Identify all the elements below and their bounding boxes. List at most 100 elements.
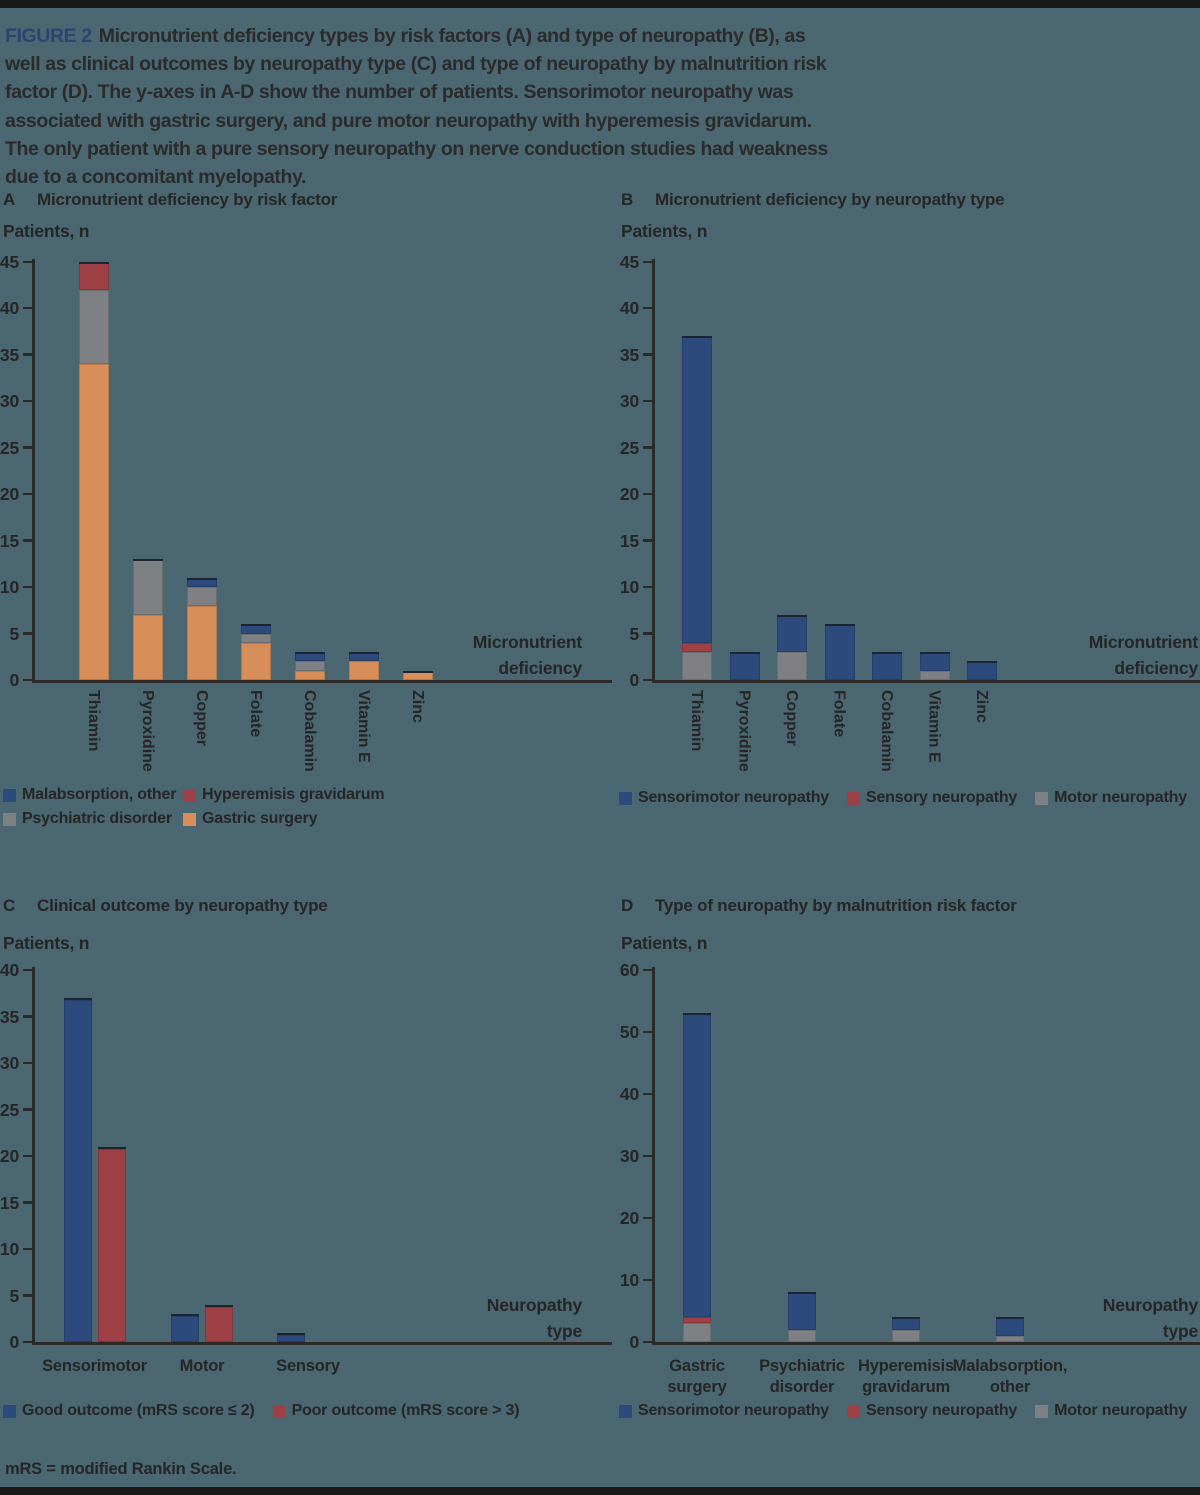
bar-segment-motor-neuropathy	[682, 652, 712, 680]
y-axis-tick	[23, 260, 32, 263]
panel-b-plot: 0 5 10 15 20 25 30 35 40 45 Thiamin Pyroxidine Coppe…	[620, 252, 1200, 772]
y-axis-tick	[23, 1061, 32, 1064]
panel-a-plot: 0 5 10 15 20 25 30 35 40 45 Thiamin Pyroxidine Coppe…	[0, 252, 612, 772]
x-axis-title-line: type	[1162, 1321, 1198, 1341]
y-axis-tick	[643, 306, 652, 310]
bar-segment-sensorimotor-neuropathy	[996, 1317, 1024, 1336]
bar-top-edge	[919, 652, 950, 655]
bar-segment-psychiatric-disorder	[295, 661, 325, 671]
y-axis-tick	[643, 1278, 652, 1281]
legend-item: Psychiatric disorder	[3, 810, 183, 828]
legend-label: Motor neuropathy	[1054, 789, 1187, 806]
x-category-label: Copper	[783, 690, 800, 746]
legend-swatch	[183, 812, 196, 826]
bar-good-outcome-mrs-score-2-	[63, 997, 92, 1342]
bar-segment-gastric-surgery	[295, 670, 325, 680]
y-axis-tick	[23, 353, 32, 356]
y-axis-tick-label: 45	[0, 252, 19, 272]
legend-label: Motor neuropathy	[1054, 1402, 1187, 1419]
legend-swatch	[3, 1404, 16, 1418]
x-axis-title-line: Neuropathy	[486, 1295, 582, 1315]
y-axis-tick	[23, 399, 32, 403]
panel-c-letter: C	[3, 896, 16, 915]
legend-swatch	[1035, 1404, 1049, 1418]
panel-d-legend: Sensorimotor neuropathy Sensory neuropath…	[619, 1402, 1187, 1420]
bar-segment-gastric-surgery	[133, 614, 163, 680]
panel-b-letter: B	[621, 190, 634, 209]
bar-segment-gastric-surgery	[79, 364, 109, 680]
y-axis-tick-label: 0	[9, 1332, 19, 1352]
bar-segment-psychiatric-disorder	[79, 289, 109, 365]
bar-segment-sensory-neuropathy	[683, 1317, 711, 1324]
panel-c-title: Clinical outcome by neuropathy type	[37, 896, 328, 915]
x-axis-line	[652, 1342, 1200, 1345]
x-category-label: Folate	[247, 690, 264, 738]
y-axis-tick	[643, 1030, 652, 1033]
bar-segment-motor-neuropathy	[777, 652, 807, 680]
y-axis-tick-label: 0	[629, 1332, 639, 1352]
x-category-label: Psychiatric disorder	[759, 1357, 845, 1396]
y-axis-tick	[643, 1092, 652, 1095]
bar-poor-outcome-mrs-score-3-	[97, 1146, 126, 1342]
caption-line: due to a concomitant myelopathy.	[5, 166, 307, 189]
bar-segment-gastric-surgery	[349, 661, 379, 680]
x-axis-line	[652, 680, 1200, 683]
bar-segment-sensorimotor-neuropathy	[892, 1317, 920, 1330]
bar-top-edge	[683, 1013, 711, 1016]
bar-segment-psychiatric-disorder	[133, 559, 163, 615]
y-axis-tick-label: 25	[0, 437, 19, 458]
y-axis-tick-label: 0	[9, 670, 19, 690]
y-axis-line	[652, 259, 655, 683]
y-axis-tick	[23, 678, 32, 681]
legend-item: Malabsorption, other	[3, 786, 183, 804]
panel-c-legend: Good outcome (mRS score ≤ 2) Poor outcome…	[3, 1402, 520, 1420]
x-category-label: Cobalamin	[301, 690, 318, 772]
y-axis-tick-label: 25	[619, 437, 639, 458]
x-axis-title-line: deficiency	[1114, 658, 1198, 678]
legend-item: Good outcome (mRS score ≤ 2)	[3, 1402, 255, 1420]
y-axis-tick-label: 40	[619, 298, 639, 319]
bar-segment-motor-neuropathy	[996, 1335, 1024, 1342]
bar-segment-sensorimotor-neuropathy	[919, 652, 950, 671]
bar-segment-sensorimotor-neuropathy	[872, 652, 902, 680]
legend-item: Hyperemisis gravidarum	[183, 786, 453, 804]
bar-segment-motor-neuropathy	[683, 1323, 711, 1342]
bar-top-edge	[777, 614, 807, 617]
legend-label: Hyperemisis gravidarum	[202, 786, 385, 803]
y-axis-tick-label: 25	[0, 1099, 19, 1120]
legend-label: Gastric surgery	[202, 810, 318, 827]
x-axis-title-line: deficiency	[498, 658, 582, 678]
x-category-label: Zinc	[409, 690, 426, 723]
panel-c-plot: 0 5 10 15 20 25 30 35 40 Sensorimotor Motor Sensory	[0, 960, 612, 1375]
panel-b-title: Micronutrient deficiency by neuropathy t…	[655, 190, 1005, 209]
y-axis-line	[32, 259, 35, 683]
bar-segment-psychiatric-disorder	[241, 633, 271, 643]
y-axis-tick	[643, 492, 652, 496]
bar-segment-motor-neuropathy	[892, 1329, 920, 1342]
caption-line: well as clinical outcomes by neuropathy …	[5, 53, 827, 76]
panel-d-title: Type of neuropathy by malnutrition risk …	[655, 896, 1017, 915]
legend-label: Good outcome (mRS score ≤ 2)	[22, 1402, 255, 1419]
bar-top-edge	[187, 577, 217, 580]
y-axis-tick	[23, 1108, 32, 1111]
caption-line: FIGURE 2 Micronutrient deficiency types b…	[5, 22, 1135, 50]
bar-segment-sensorimotor-neuropathy	[683, 1013, 711, 1318]
y-axis-tick-label: 20	[0, 484, 19, 505]
y-axis-tick-label: 40	[0, 298, 19, 319]
bar-segment-malabsorption-other	[349, 652, 379, 662]
bar-top-edge	[682, 336, 712, 339]
y-axis-tick	[643, 632, 652, 635]
bar-top-edge	[996, 1317, 1024, 1320]
y-axis-tick-label: 15	[0, 530, 19, 551]
y-axis-tick-label: 35	[0, 344, 19, 365]
y-axis-line	[32, 967, 35, 1345]
bar-top-edge	[788, 1292, 816, 1295]
y-axis-tick	[23, 492, 32, 496]
x-category-label: Pyroxidine	[735, 690, 753, 772]
bar-segment-malabsorption-other	[187, 577, 217, 588]
x-category-label: Pyroxidine	[139, 690, 156, 772]
y-axis-tick	[23, 1247, 32, 1250]
bar-segment-gastric-surgery	[403, 670, 433, 680]
y-axis-tick-label: 50	[619, 1022, 639, 1042]
bar-segment-sensorimotor-neuropathy	[788, 1292, 816, 1330]
